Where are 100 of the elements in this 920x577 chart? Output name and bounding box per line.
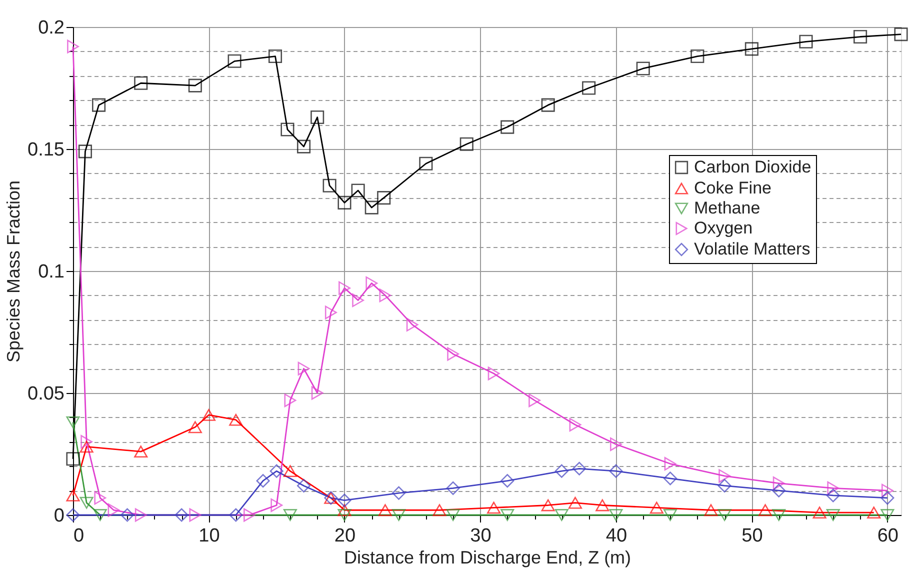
- point: [718, 478, 732, 492]
- point: [351, 184, 365, 198]
- point: [189, 508, 202, 522]
- point: [270, 498, 283, 512]
- point: [188, 78, 202, 92]
- point: [352, 294, 364, 308]
- point: [758, 504, 772, 516]
- point: [419, 156, 433, 170]
- point: [338, 281, 350, 295]
- point: [772, 509, 786, 521]
- point: [296, 140, 311, 154]
- point: [446, 509, 460, 521]
- x-tick-label: 30: [470, 526, 492, 546]
- point: [338, 494, 352, 508]
- point: [582, 81, 596, 95]
- y-axis-title: Species Mass Fraction: [4, 180, 24, 363]
- point: [854, 30, 868, 44]
- point: [569, 418, 582, 432]
- point: [554, 509, 568, 521]
- point: [338, 509, 352, 521]
- point: [610, 437, 622, 452]
- y-tick-label: 0: [54, 506, 64, 526]
- y-tick-label: 0.15: [28, 140, 64, 160]
- point: [880, 491, 894, 505]
- legend-label: Oxygen: [694, 218, 753, 238]
- point: [392, 509, 406, 521]
- point: [67, 40, 79, 54]
- legend-label: Coke Fine: [694, 178, 772, 198]
- point: [66, 416, 80, 428]
- point: [826, 488, 840, 502]
- x-tick-label: 10: [198, 526, 220, 546]
- point: [78, 144, 92, 158]
- point: [799, 34, 813, 48]
- point: [554, 464, 568, 478]
- point: [704, 504, 718, 516]
- point: [379, 288, 392, 302]
- point: [432, 504, 446, 516]
- point: [690, 50, 704, 64]
- point: [280, 122, 294, 136]
- point: [446, 481, 460, 495]
- legend-label: Carbon Dioxide: [694, 158, 812, 176]
- point: [120, 508, 134, 522]
- point: [174, 508, 188, 522]
- point: [718, 509, 732, 521]
- point: [66, 452, 80, 466]
- point: [488, 366, 500, 380]
- point: [406, 318, 418, 332]
- point: [500, 509, 514, 521]
- point: [867, 506, 881, 519]
- point: [283, 465, 297, 478]
- point: [378, 504, 392, 516]
- x-tick-label: 0: [74, 526, 84, 546]
- point: [338, 504, 352, 516]
- point: [609, 509, 623, 521]
- point: [322, 178, 336, 192]
- point: [268, 50, 282, 64]
- point: [609, 464, 623, 478]
- point: [311, 386, 324, 400]
- point: [188, 421, 202, 434]
- point: [447, 347, 460, 361]
- y-tick-label: 0.2: [38, 18, 64, 38]
- point: [244, 508, 256, 522]
- point: [718, 469, 730, 483]
- x-tick-label: 20: [334, 526, 356, 546]
- point: [880, 509, 894, 521]
- point: [66, 490, 80, 502]
- point: [894, 28, 908, 42]
- point: [298, 362, 310, 376]
- point: [310, 110, 324, 124]
- point: [572, 462, 586, 476]
- point: [296, 478, 311, 492]
- point: [92, 98, 106, 112]
- point: [541, 98, 555, 112]
- point: [228, 54, 242, 68]
- point: [663, 472, 678, 486]
- point: [377, 191, 391, 205]
- point: [568, 496, 582, 509]
- point: [324, 306, 337, 320]
- point: [256, 474, 270, 488]
- point: [80, 440, 94, 453]
- point: [392, 486, 406, 500]
- point: [134, 446, 148, 458]
- point: [229, 414, 243, 426]
- point: [284, 394, 296, 408]
- point: [487, 502, 501, 514]
- point: [881, 484, 894, 498]
- point: [827, 481, 840, 495]
- point: [500, 120, 514, 134]
- legend-label: Methane: [694, 198, 760, 218]
- point: [134, 76, 148, 90]
- point: [366, 276, 378, 290]
- point: [636, 62, 650, 76]
- x-tick-label: 40: [606, 526, 628, 546]
- point: [541, 499, 555, 512]
- point: [108, 503, 120, 517]
- x-tick-label: 50: [742, 526, 763, 546]
- point: [338, 196, 352, 210]
- point: [80, 435, 93, 449]
- point: [663, 509, 678, 521]
- point: [812, 506, 826, 519]
